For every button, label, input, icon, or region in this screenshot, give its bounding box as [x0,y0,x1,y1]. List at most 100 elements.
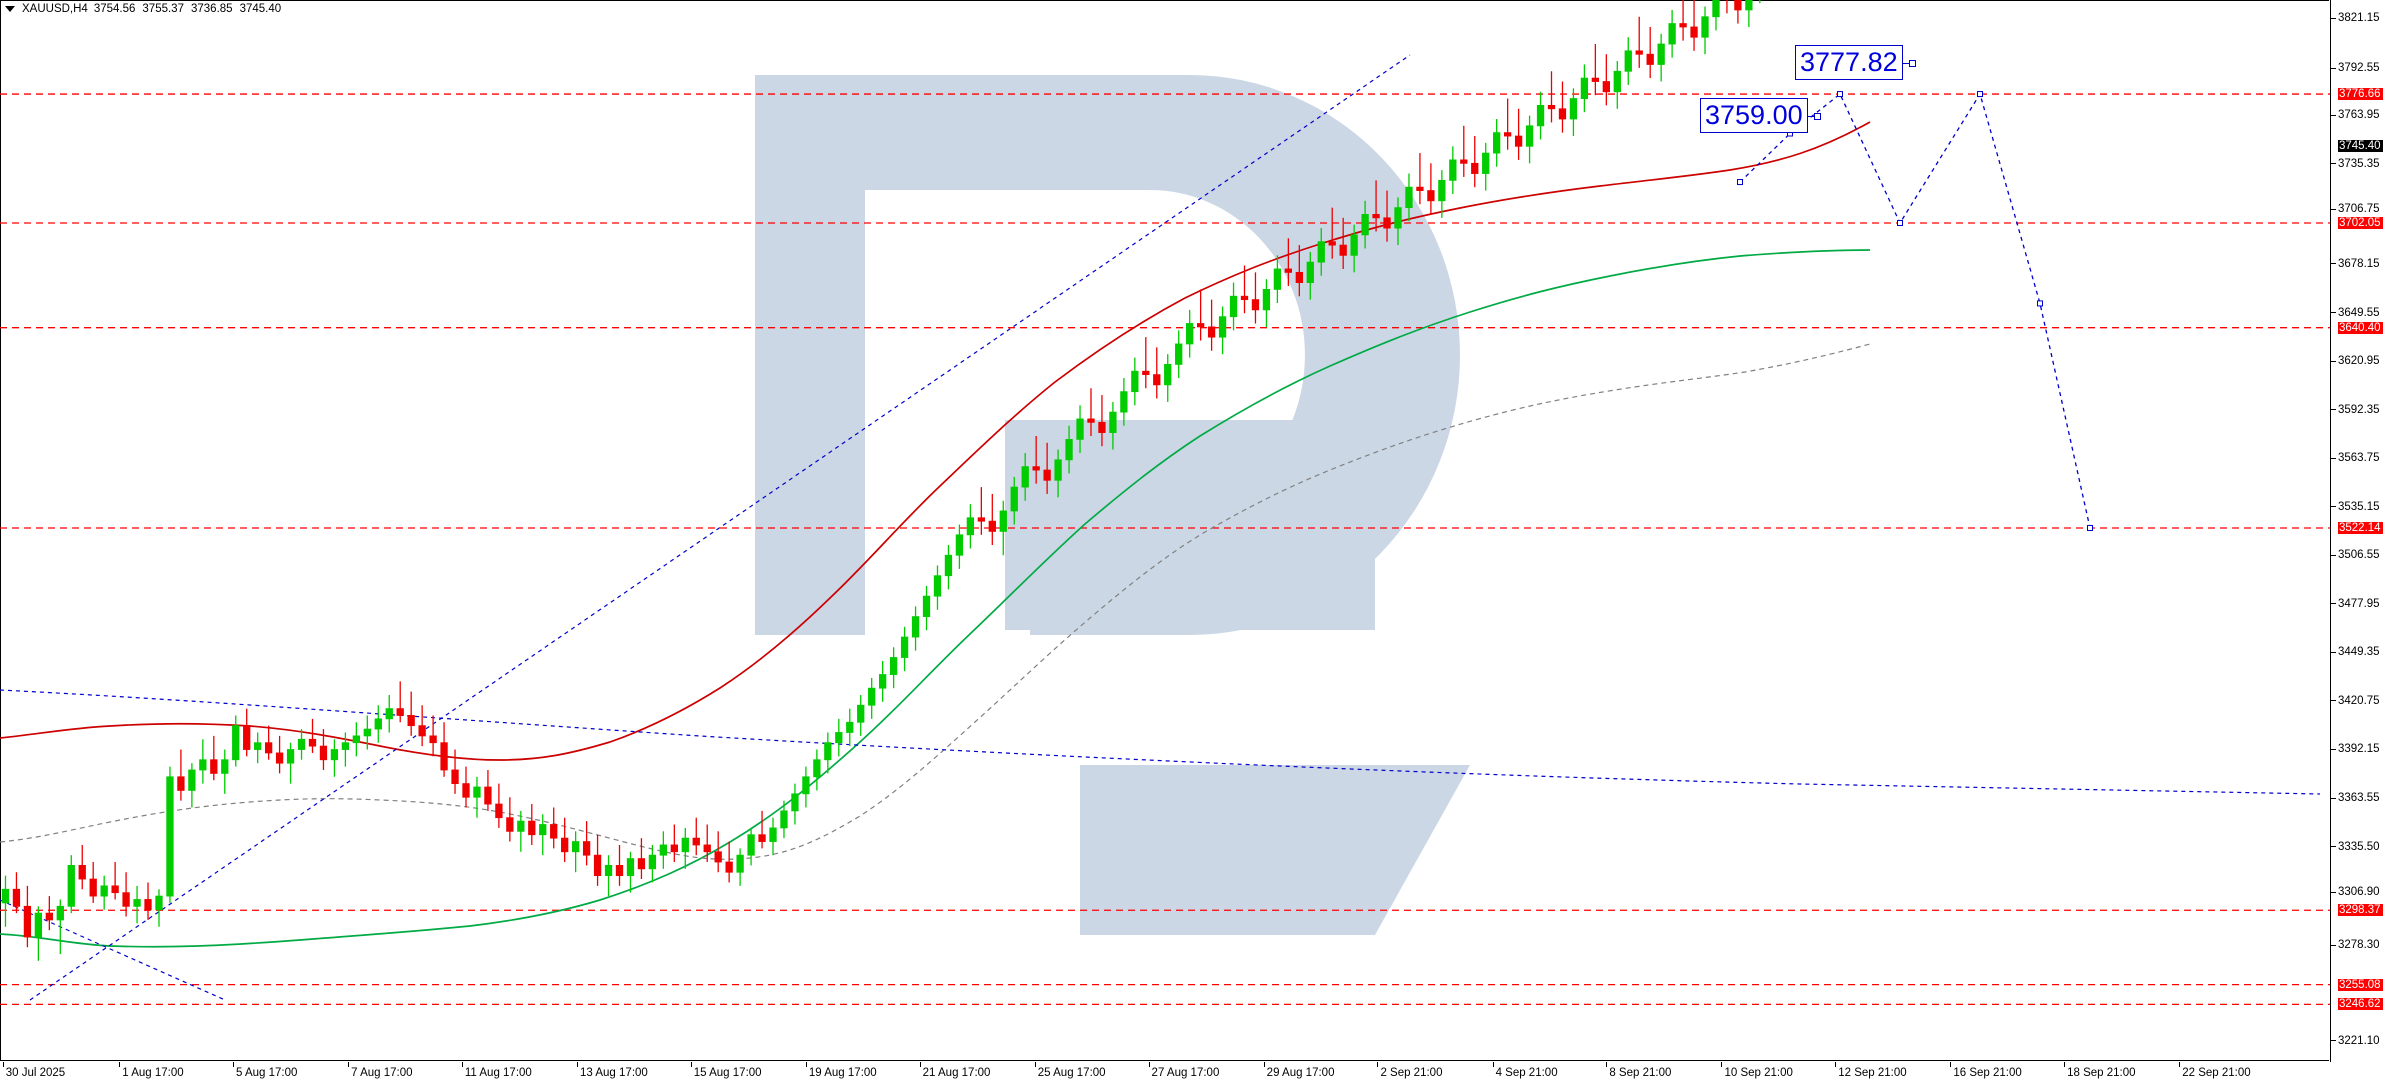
candlestick [1493,119,1501,167]
candle-body [604,865,613,877]
candle-body [889,657,898,675]
candlestick [385,694,393,733]
tag-anchor-handle[interactable] [1908,59,1916,67]
ohlc-high: 3755.37 [142,3,184,15]
candlestick [626,851,635,893]
candlestick [407,691,415,736]
candle-body [1372,214,1380,219]
candlestick [780,800,788,839]
forecast-anchor-handle[interactable] [1897,220,1903,227]
price-value: 3363.55 [2338,792,2380,805]
forecast-anchor-handle[interactable] [1977,91,1983,98]
candle-body [1734,0,1742,11]
candlestick [100,875,108,910]
forecast-target-high[interactable]: 3777.82 [1795,45,1916,80]
candlestick [1010,476,1018,525]
axis-tick-mark [1377,1062,1379,1067]
candlestick [977,487,985,535]
price-value: 3298.37 [2338,904,2383,917]
candle-body [692,837,700,846]
candlestick [1328,207,1336,259]
candlestick [868,677,876,719]
tag-anchor-handle[interactable] [1813,112,1821,120]
candlestick [1547,71,1556,123]
price-axis-current-price: 3745.40 [2331,139,2383,153]
candlestick [1525,115,1534,164]
candlestick [429,715,437,757]
candle-body [78,865,86,880]
axis-tick-mark [2331,846,2336,848]
symbol-header[interactable]: XAUUSD,H4 3754.56 3755.37 3736.85 3745.4… [5,2,281,16]
candlestick [506,797,514,842]
price-chart-plot[interactable] [0,0,2330,1062]
candle-body [133,899,141,907]
price-value: 3278.30 [2338,939,2380,952]
candle-body [484,786,492,805]
price-value: 3702.05 [2338,217,2383,230]
forecast-anchor-handle[interactable] [1837,91,1843,98]
candlestick [1021,453,1029,501]
candlestick [517,810,525,852]
candle-body [1328,241,1336,246]
candle-body [264,742,273,754]
candle-body [1503,132,1512,137]
candlestick [911,606,920,651]
candle-body [561,837,569,853]
chevron-down-icon[interactable] [5,6,15,12]
forecast-anchor-handle[interactable] [2037,300,2043,307]
candle-body [528,820,536,836]
candlestick [955,524,964,569]
candle-body [297,738,306,750]
candlestick [1120,378,1128,426]
candle-body [791,793,799,812]
candle-body [1635,50,1643,55]
axis-tick-mark [461,1062,463,1067]
candlestick [1668,9,1676,58]
candle-body [626,858,635,877]
candlestick [199,739,207,784]
time-axis[interactable]: 30 Jul 2025 1 Aug 17:00 5 Aug 17:00 7 Aug 1… [0,1062,2330,1090]
candle-body [1317,241,1325,263]
axis-tick-mark [348,1062,350,1067]
candle-body [188,769,196,791]
candle-body [1,888,10,904]
candlestick [308,718,317,753]
ohlc-close: 3745.40 [239,3,282,15]
candlestick [813,749,821,791]
price-axis-tick: 3278.30 [2331,938,2380,952]
candle-body [374,718,382,730]
candlestick [1032,435,1040,484]
price-axis[interactable]: 3821.15 3792.55 3776.66 3763.95 3745.40 3735.… [2330,0,2392,1062]
candlestick [210,735,218,781]
candlestick [1361,200,1369,249]
axis-tick-mark [2331,651,2336,653]
axis-tick-mark [2331,17,2336,19]
candle-body [550,824,558,839]
forecast-anchor-handle[interactable] [1737,179,1743,186]
candle-body [1624,50,1632,72]
axis-tick-mark [1034,1062,1036,1067]
candle-body [111,885,119,894]
forecast-target-low[interactable]: 3759.00 [1700,98,1821,133]
candlestick [637,838,646,880]
time-label: 10 Sep 21:00 [1724,1067,1793,1079]
forecast-anchor-handle[interactable] [2087,524,2093,531]
candle-body [835,732,843,744]
candle-body [1427,190,1435,202]
candle-body [1098,421,1106,433]
candlestick [670,824,678,862]
candlestick [286,742,295,784]
candlestick [1657,33,1665,82]
price-axis-level-label: 3246.62 [2331,997,2383,1011]
candlestick [1284,238,1293,287]
candle-body [637,858,646,870]
candle-body [1405,186,1413,209]
candle-body [407,715,415,727]
price-value: 3522.14 [2338,521,2383,534]
candle-body [275,752,284,764]
axis-tick-mark [1492,1062,1494,1067]
axis-tick-mark [2331,984,2336,985]
candlestick [1591,44,1600,96]
axis-tick-mark [2331,94,2336,95]
